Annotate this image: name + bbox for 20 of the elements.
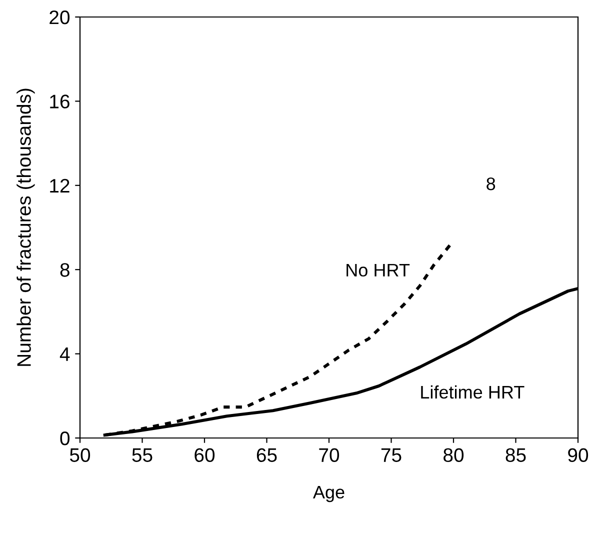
annotation: 8 — [486, 177, 496, 190]
x-tick-label: 85 — [506, 448, 526, 462]
y-tick-label: 16 — [50, 94, 70, 108]
y-axis-title: Number of fractures (thousands) — [16, 88, 35, 366]
series-label: Lifetime HRT — [421, 385, 524, 399]
x-tick-label: 50 — [70, 448, 90, 462]
y-tick-label: 12 — [50, 178, 70, 192]
x-tick-label: 60 — [194, 448, 215, 462]
x-tick-label: 80 — [444, 448, 464, 462]
x-tick-label: 65 — [256, 448, 277, 462]
x-axis-title: Age — [312, 486, 344, 502]
x-tick-label: 75 — [381, 448, 402, 462]
y-tick-label: 20 — [50, 10, 70, 24]
y-tick-label: 8 — [60, 263, 70, 277]
x-tick-label: 70 — [319, 448, 340, 462]
x-tick-label: 55 — [132, 448, 152, 462]
x-tick-label: 90 — [568, 448, 588, 462]
series-label: No HRT — [346, 264, 410, 277]
y-tick-label: 0 — [60, 431, 70, 446]
y-tick-label: 4 — [60, 347, 70, 361]
